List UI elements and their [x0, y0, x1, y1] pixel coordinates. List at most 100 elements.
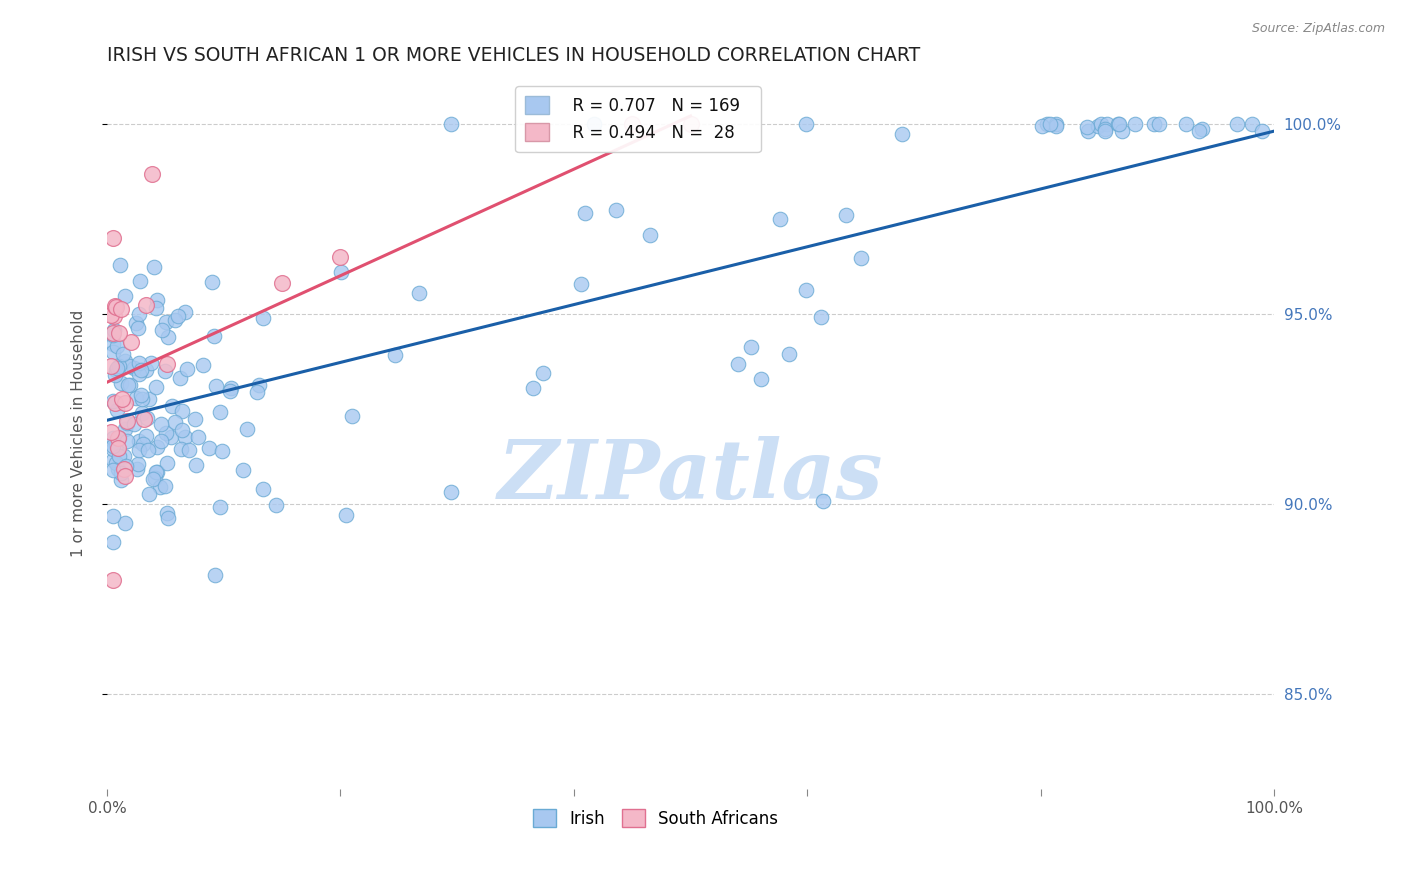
Point [1174, 116, 1197, 130]
Point [115, 458, 138, 473]
Text: IRISH VS SOUTH AFRICAN 1 OR MORE VEHICLES IN HOUSEHOLD CORRELATION CHART: IRISH VS SOUTH AFRICAN 1 OR MORE VEHICLE… [107, 46, 921, 65]
Point [1090, 116, 1112, 130]
Point [101, 453, 124, 467]
Point [1095, 116, 1118, 130]
Point [835, 208, 858, 222]
Point [202, 329, 225, 343]
Point [1045, 116, 1067, 130]
Point [156, 357, 179, 371]
Point [112, 450, 135, 464]
Point [173, 430, 195, 444]
Point [1111, 124, 1133, 138]
Point [101, 535, 124, 549]
Point [104, 438, 127, 452]
Point [184, 412, 207, 426]
Y-axis label: 1 or more Vehicles in Household: 1 or more Vehicles in Household [72, 310, 86, 558]
Point [135, 411, 157, 425]
Point [128, 443, 150, 458]
Point [107, 431, 129, 445]
Point [117, 416, 139, 430]
Point [165, 415, 187, 429]
Point [191, 358, 214, 372]
Point [219, 380, 242, 394]
Point [156, 506, 179, 520]
Point [107, 442, 129, 456]
Point [107, 462, 129, 476]
Point [100, 425, 122, 439]
Point [165, 313, 187, 327]
Point [1094, 122, 1116, 136]
Point [104, 299, 127, 313]
Point [247, 378, 270, 392]
Point [108, 449, 131, 463]
Point [1226, 116, 1249, 130]
Point [211, 444, 233, 458]
Point [103, 323, 125, 337]
Point [160, 400, 183, 414]
Point [145, 465, 167, 479]
Point [101, 230, 124, 244]
Point [149, 434, 172, 448]
Point [105, 339, 128, 353]
Point [145, 465, 167, 479]
Point [408, 285, 430, 300]
Point [146, 293, 169, 307]
Point [108, 359, 131, 374]
Point [135, 363, 157, 377]
Point [117, 378, 139, 392]
Point [794, 116, 817, 130]
Point [1108, 116, 1130, 130]
Point [128, 368, 150, 382]
Point [384, 348, 406, 362]
Point [176, 362, 198, 376]
Point [101, 439, 124, 453]
Point [169, 371, 191, 385]
Point [1123, 116, 1146, 130]
Point [145, 301, 167, 316]
Point [128, 274, 150, 288]
Point [118, 359, 141, 373]
Point [153, 479, 176, 493]
Point [114, 469, 136, 483]
Point [1094, 124, 1116, 138]
Point [101, 442, 124, 456]
Text: Source: ZipAtlas.com: Source: ZipAtlas.com [1251, 22, 1385, 36]
Point [104, 396, 127, 410]
Point [177, 442, 200, 457]
Point [149, 480, 172, 494]
Point [1107, 116, 1129, 130]
Point [605, 202, 627, 217]
Point [1039, 116, 1062, 130]
Point [101, 344, 124, 359]
Point [122, 360, 145, 375]
Point [114, 395, 136, 409]
Point [143, 260, 166, 274]
Point [108, 258, 131, 272]
Point [145, 440, 167, 454]
Point [104, 363, 127, 377]
Point [157, 511, 180, 525]
Point [740, 340, 762, 354]
Point [103, 309, 125, 323]
Point [1191, 121, 1213, 136]
Point [186, 458, 208, 472]
Point [209, 500, 232, 515]
Point [138, 486, 160, 500]
Point [811, 494, 834, 508]
Point [101, 508, 124, 523]
Point [440, 116, 463, 130]
Point [131, 392, 153, 406]
Point [638, 227, 661, 242]
Point [522, 381, 544, 395]
Point [794, 283, 817, 297]
Point [125, 462, 148, 476]
Point [141, 167, 163, 181]
Point [205, 379, 228, 393]
Point [1188, 124, 1211, 138]
Point [727, 357, 749, 371]
Point [329, 250, 352, 264]
Point [172, 404, 194, 418]
Point [114, 422, 136, 436]
Point [153, 364, 176, 378]
Point [150, 417, 173, 431]
